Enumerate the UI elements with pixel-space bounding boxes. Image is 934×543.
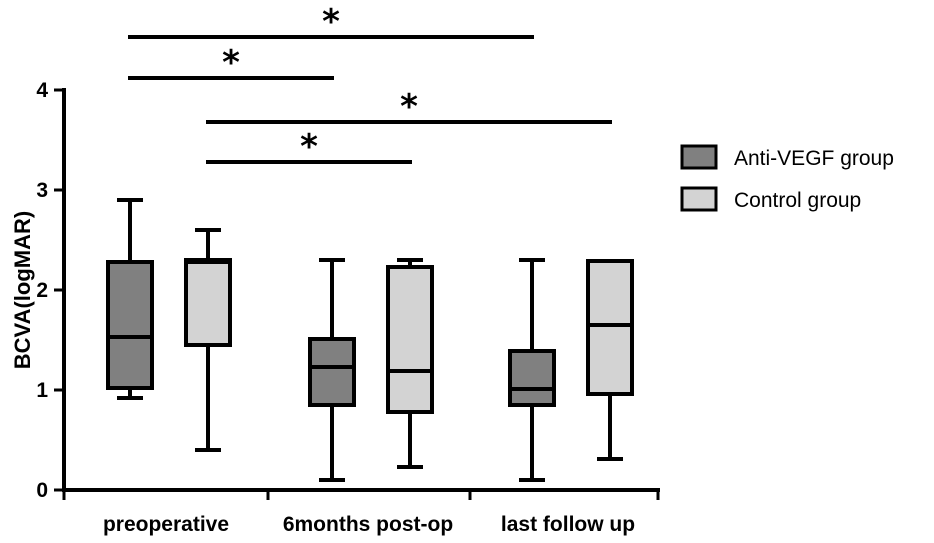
y-tick-label: 3 [36, 179, 48, 202]
y-tick-label: 1 [36, 379, 48, 402]
legend-label: Anti-VEGF group [734, 147, 894, 170]
box-anti-vegf-2 [508, 258, 556, 482]
legend-swatch [680, 186, 718, 212]
y-tick-label: 0 [36, 479, 48, 502]
x-tick-label: preoperative [103, 513, 229, 536]
significance-star: * [400, 87, 418, 127]
x-tick-label: 6months post-op [283, 513, 453, 536]
iqr-box [184, 258, 232, 347]
box-anti-vegf-0 [106, 198, 154, 400]
y-tick-label: 2 [36, 279, 48, 302]
y-ticks: 0 1 2 3 4 [36, 79, 64, 502]
box-control-1 [386, 258, 434, 469]
legend-swatch [680, 144, 718, 170]
significance-brackets: * * * * [128, 2, 612, 167]
x-ticks: preoperative 6months post-op last follow u… [62, 490, 660, 536]
iqr-box [586, 259, 634, 396]
legend: Anti-VEGF group Control group [680, 144, 894, 212]
iqr-box [106, 260, 154, 390]
legend-label: Control group [734, 189, 861, 212]
iqr-box [308, 337, 356, 407]
boxes [106, 198, 634, 482]
box-anti-vegf-1 [308, 258, 356, 482]
iqr-box [386, 265, 434, 414]
significance-star: * [222, 43, 240, 83]
iqr-box [508, 349, 556, 407]
box-control-0 [184, 228, 232, 452]
significance-star: * [322, 2, 340, 42]
x-tick-label: last follow up [501, 513, 635, 536]
y-tick-label: 4 [36, 79, 48, 102]
significance-star: * [300, 127, 318, 167]
y-axis-title: BCVA(logMAR) [10, 211, 35, 369]
box-control-2 [586, 259, 634, 461]
